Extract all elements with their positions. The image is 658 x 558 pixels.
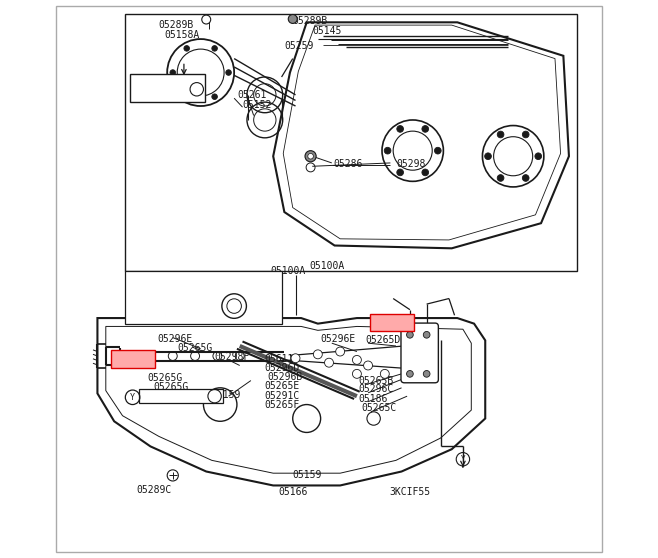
Text: PNC: PNC <box>165 275 183 285</box>
Text: 05296B: 05296B <box>268 372 303 382</box>
Text: 05289B: 05289B <box>293 16 328 26</box>
FancyBboxPatch shape <box>130 74 205 102</box>
Text: Y: Y <box>461 455 465 464</box>
Circle shape <box>353 355 361 364</box>
Circle shape <box>288 15 297 23</box>
Text: Y: Y <box>130 393 135 402</box>
Circle shape <box>423 331 430 338</box>
Text: 05159: 05159 <box>212 389 241 400</box>
Text: 05265G: 05265G <box>177 343 213 353</box>
Circle shape <box>364 361 372 370</box>
Bar <box>125 271 282 324</box>
Circle shape <box>422 169 428 176</box>
Text: 3KCIF55: 3KCIF55 <box>390 487 430 497</box>
Circle shape <box>397 126 403 132</box>
Text: 05145: 05145 <box>313 26 342 36</box>
Text: 05289B: 05289B <box>159 20 194 30</box>
Text: 05625: 05625 <box>116 354 150 364</box>
Text: SHAPE: SHAPE <box>220 275 249 285</box>
Circle shape <box>535 153 542 160</box>
Text: 05265F: 05265F <box>265 400 300 410</box>
Text: 05265B: 05265B <box>359 376 394 386</box>
Text: 05289C: 05289C <box>136 485 172 495</box>
Text: 4: 4 <box>212 392 217 401</box>
Text: 05259: 05259 <box>284 41 314 51</box>
Text: 05100A: 05100A <box>270 266 306 276</box>
Text: 05100A: 05100A <box>309 261 345 271</box>
Text: 13-020: 13-020 <box>136 85 174 95</box>
Text: 05625: 05625 <box>375 318 409 328</box>
Circle shape <box>497 131 504 138</box>
FancyBboxPatch shape <box>370 314 414 331</box>
Circle shape <box>407 371 413 377</box>
Circle shape <box>305 151 316 162</box>
Text: REF.: REF. <box>146 76 170 86</box>
Circle shape <box>497 175 504 181</box>
Text: 05159: 05159 <box>293 470 322 480</box>
Text: 05296D: 05296D <box>265 363 300 373</box>
Text: 05265D: 05265D <box>365 335 401 345</box>
Text: 05611: 05611 <box>265 354 294 364</box>
Circle shape <box>522 131 529 138</box>
Text: 5: 5 <box>194 85 199 94</box>
Text: 05265C: 05265C <box>361 403 397 413</box>
Circle shape <box>184 46 190 51</box>
Circle shape <box>397 169 403 176</box>
Circle shape <box>434 147 441 154</box>
Circle shape <box>353 369 361 378</box>
Text: 05265G: 05265G <box>147 373 183 383</box>
Circle shape <box>212 46 217 51</box>
Text: 05286: 05286 <box>334 159 363 169</box>
Circle shape <box>485 153 492 160</box>
Text: 05166: 05166 <box>279 487 308 497</box>
Circle shape <box>407 331 413 338</box>
Text: 05291C: 05291C <box>265 391 300 401</box>
Circle shape <box>291 354 300 363</box>
Circle shape <box>184 94 190 99</box>
Text: 05265G: 05265G <box>153 382 188 392</box>
FancyBboxPatch shape <box>111 350 155 368</box>
Circle shape <box>170 70 176 75</box>
Text: 05296C: 05296C <box>359 384 394 395</box>
Circle shape <box>422 126 428 132</box>
Text: 05152: 05152 <box>243 100 272 110</box>
Text: 05296E: 05296E <box>320 334 356 344</box>
Circle shape <box>324 358 334 367</box>
Circle shape <box>384 147 391 154</box>
Circle shape <box>226 70 232 75</box>
FancyBboxPatch shape <box>139 389 223 403</box>
Text: ⊗: ⊗ <box>138 301 144 311</box>
Text: 05158A: 05158A <box>164 30 199 40</box>
Text: 05296E: 05296E <box>157 334 192 344</box>
Bar <box>125 14 577 271</box>
Text: 05261: 05261 <box>237 90 266 100</box>
Text: 05298: 05298 <box>396 159 425 169</box>
Circle shape <box>313 350 322 359</box>
Circle shape <box>380 369 390 378</box>
Text: 13-020: 13-020 <box>146 85 181 95</box>
Text: REF. 13-020: REF. 13-020 <box>143 391 208 401</box>
Circle shape <box>212 94 217 99</box>
Text: 05291B: 05291B <box>155 301 193 311</box>
Circle shape <box>423 371 430 377</box>
Text: 05265E: 05265E <box>265 381 300 391</box>
Text: REF.: REF. <box>136 75 161 85</box>
Circle shape <box>336 347 345 356</box>
Text: 05298F: 05298F <box>215 352 250 362</box>
Circle shape <box>522 175 529 181</box>
Circle shape <box>308 153 313 159</box>
Text: 05186: 05186 <box>359 394 388 404</box>
FancyBboxPatch shape <box>401 323 438 383</box>
